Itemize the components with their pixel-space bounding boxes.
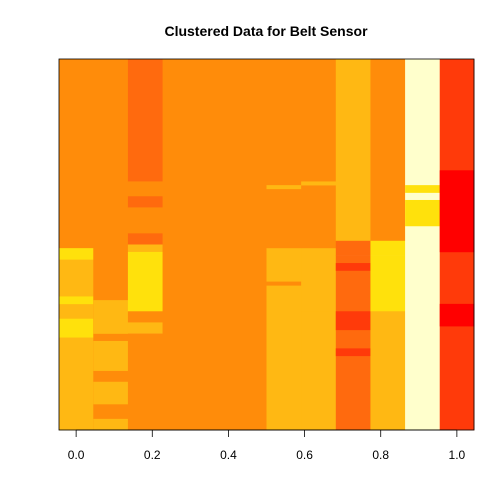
heatmap-cell-c8-b0 bbox=[405, 59, 441, 431]
heatmap-cell-c3-b0 bbox=[162, 59, 267, 431]
heatmap-cell-c1-b4 bbox=[93, 418, 129, 431]
x-tick-label: 1.0 bbox=[449, 448, 466, 462]
chart-title: Clustered Data for Belt Sensor bbox=[164, 23, 368, 39]
heatmap-cell-c2-b3 bbox=[127, 207, 164, 234]
heatmap-cell-c2-b1 bbox=[127, 181, 164, 197]
heatmap-cell-c6-b4 bbox=[335, 311, 371, 331]
heatmap-cell-c5-b3 bbox=[301, 181, 337, 186]
x-axis: 0.0 0.2 0.4 0.6 0.8 1.0 bbox=[68, 429, 466, 462]
heatmap-cell-c8-b1 bbox=[405, 185, 441, 193]
heatmap-cell-c5-b1 bbox=[301, 248, 337, 312]
heatmap-cell-c5-b2 bbox=[301, 311, 337, 431]
heatmap-cells bbox=[59, 59, 475, 431]
heatmap-cell-c1-b2 bbox=[93, 340, 129, 371]
heatmap-cell-c0-b3 bbox=[59, 318, 94, 338]
heatmap-cell-c2-b9 bbox=[127, 333, 164, 431]
x-tick-label: 0.6 bbox=[296, 448, 313, 462]
heatmap-cell-c6-b1 bbox=[335, 240, 371, 256]
heatmap-cell-c4-b1 bbox=[266, 248, 302, 431]
heatmap-cell-c0-b2 bbox=[59, 248, 94, 260]
heatmap-cell-c2-b0 bbox=[127, 59, 164, 182]
heatmap-cell-c1-b3 bbox=[93, 381, 129, 405]
heatmap-cell-c5-b0 bbox=[301, 59, 337, 249]
heatmap-cell-c1-b1 bbox=[93, 300, 129, 334]
heatmap-cell-c0-b4 bbox=[59, 296, 94, 305]
x-tick-label: 0.8 bbox=[372, 448, 389, 462]
heatmap-cell-c6-b3 bbox=[335, 263, 371, 271]
heatmap-cell-c9-b1 bbox=[439, 170, 475, 253]
heatmap-cell-c7-b3 bbox=[370, 311, 406, 431]
heatmap-cell-c8-b2 bbox=[405, 199, 441, 227]
x-tick-label: 0.4 bbox=[220, 448, 237, 462]
heatmap-cell-c9-b2 bbox=[439, 303, 475, 327]
heatmap-cell-c0-b1 bbox=[59, 248, 94, 431]
heatmap-cell-c7-b1 bbox=[370, 240, 406, 256]
heatmap-cell-c6-b5 bbox=[335, 348, 371, 357]
heatmap-cell-c6-b0 bbox=[335, 59, 371, 242]
heatmap-cell-c4-b2 bbox=[266, 281, 302, 286]
heatmap-cell-c1-b0 bbox=[93, 59, 129, 431]
heatmap-cell-c6-b2 bbox=[335, 255, 371, 431]
heatmap-cell-c4-b0 bbox=[266, 59, 302, 249]
heatmap-cell-c7-b2 bbox=[370, 255, 406, 312]
heatmap-cell-c2-b6 bbox=[127, 251, 164, 312]
heatmap-cell-c2-b2 bbox=[127, 196, 164, 208]
x-tick-label: 0.0 bbox=[68, 448, 85, 462]
heatmap-cell-c2-b8 bbox=[127, 322, 164, 334]
heatmap-cell-c2-b7 bbox=[127, 311, 164, 323]
heatmap-cell-c4-b3 bbox=[266, 185, 302, 190]
heatmap-cell-c2-b4 bbox=[127, 233, 164, 245]
heatmap-cell-c7-b0 bbox=[370, 59, 406, 242]
heatmap-cell-c2-b5 bbox=[127, 244, 164, 253]
heatmap-cell-c0-b0 bbox=[59, 59, 94, 249]
x-tick-label: 0.2 bbox=[144, 448, 161, 462]
